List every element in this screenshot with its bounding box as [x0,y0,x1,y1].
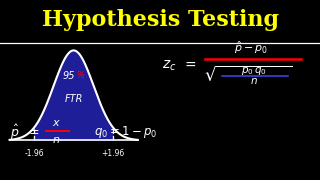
Text: $p_0\,q_0$: $p_0\,q_0$ [241,65,268,77]
Text: +1.96: +1.96 [101,149,124,158]
Text: $x$: $x$ [52,118,60,128]
Text: $\sqrt{\quad\quad\quad\quad}$: $\sqrt{\quad\quad\quad\quad}$ [204,66,292,85]
Text: $\hat{p}$: $\hat{p}$ [10,123,19,142]
Text: $\hat{p} - p_0$: $\hat{p} - p_0$ [234,39,268,56]
Text: 95: 95 [63,71,75,81]
Text: -1.96: -1.96 [25,149,44,158]
Text: $q_0 = 1 - p_0$: $q_0 = 1 - p_0$ [94,124,158,140]
Text: $n$: $n$ [251,76,258,86]
Text: =: = [29,126,39,139]
Text: =: = [185,59,196,73]
Polygon shape [35,50,113,140]
Text: Hypothesis Testing: Hypothesis Testing [42,9,278,31]
Text: FTR: FTR [64,94,83,104]
Text: $z_c$: $z_c$ [162,58,177,73]
Text: %: % [76,71,84,80]
Text: $n$: $n$ [52,135,60,145]
